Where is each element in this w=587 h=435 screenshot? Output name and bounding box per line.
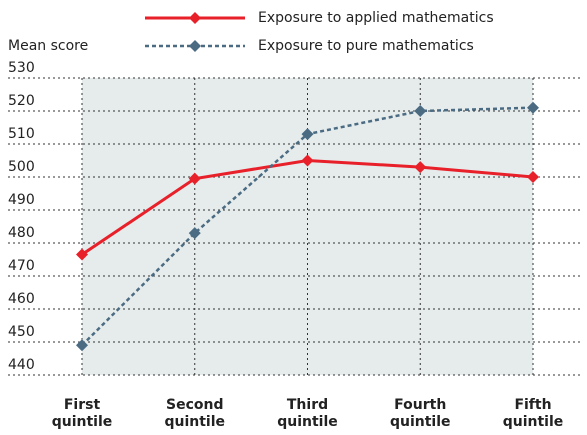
point-marker bbox=[414, 105, 427, 117]
y-tick-label: 450 bbox=[8, 324, 35, 340]
y-tick-label: 480 bbox=[8, 225, 35, 241]
y-tick-label: 460 bbox=[8, 291, 35, 307]
y-tick-label: 470 bbox=[8, 258, 35, 274]
y-tick-label: 530 bbox=[8, 60, 35, 76]
point-marker bbox=[301, 128, 314, 141]
y-tick-label: 500 bbox=[8, 159, 35, 175]
point-marker bbox=[188, 227, 201, 240]
point-marker bbox=[527, 171, 539, 183]
point-marker bbox=[76, 248, 88, 261]
y-tick-label: 440 bbox=[8, 357, 35, 373]
y-tick-label: 510 bbox=[8, 126, 35, 142]
y-tick-label: 520 bbox=[8, 93, 35, 109]
x-tick-label: First quintile bbox=[52, 397, 113, 430]
y-tick-label: 490 bbox=[8, 192, 35, 208]
legend-marker bbox=[189, 12, 201, 24]
legend-label: Exposure to applied mathematics bbox=[258, 10, 494, 26]
point-marker bbox=[527, 101, 539, 114]
point-marker bbox=[76, 339, 88, 352]
x-tick-label: Second quintile bbox=[164, 397, 225, 430]
legend-label: Exposure to pure mathematics bbox=[258, 38, 474, 54]
x-tick-label: Fifth quintile bbox=[503, 397, 564, 430]
x-tick-label: Third quintile bbox=[277, 397, 338, 430]
point-marker bbox=[414, 161, 427, 174]
plot-background bbox=[82, 78, 533, 375]
point-marker bbox=[301, 154, 314, 167]
point-marker bbox=[188, 172, 201, 185]
x-tick-label: Fourth quintile bbox=[390, 397, 451, 430]
y-axis-label: Mean score bbox=[8, 38, 88, 54]
legend-marker bbox=[189, 40, 201, 52]
